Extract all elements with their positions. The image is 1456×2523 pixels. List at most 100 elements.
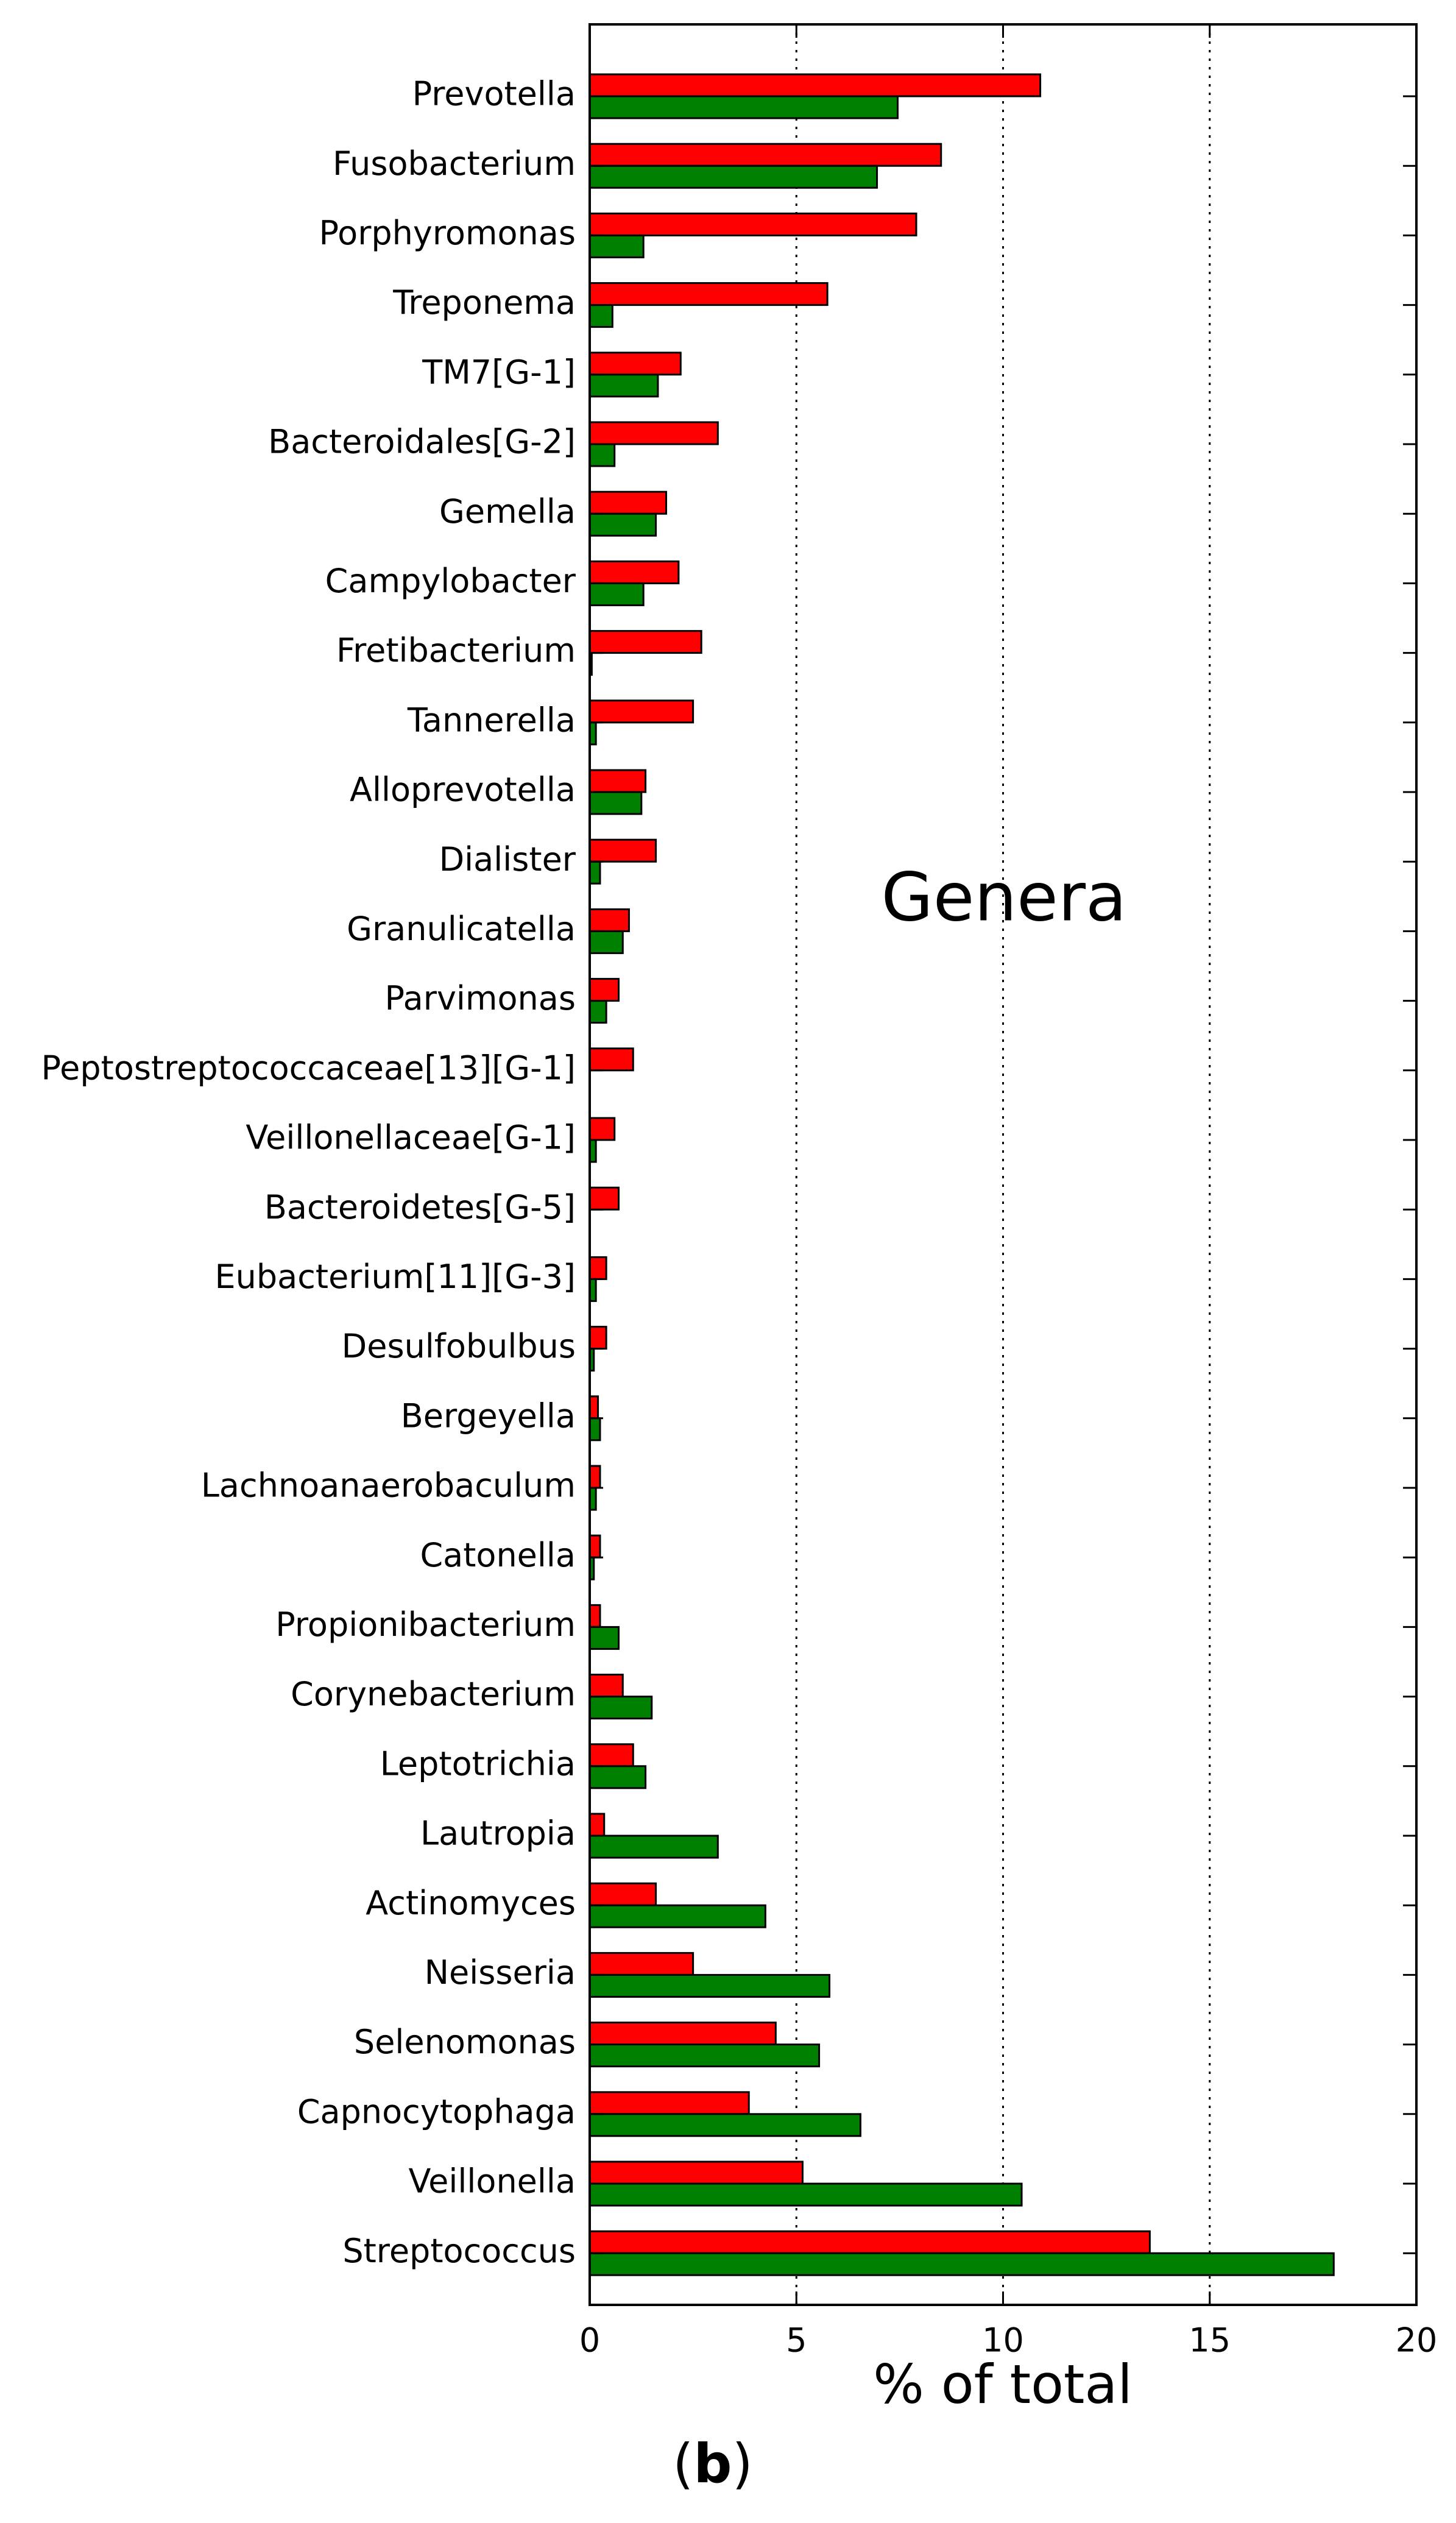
category-label: Tannerella — [407, 701, 576, 739]
bar — [588, 1326, 607, 1350]
bar — [588, 2160, 804, 2185]
category-label: Peptostreptococcaceae[13][G-1] — [41, 1049, 576, 1087]
category-label: Parvimonas — [385, 979, 576, 1017]
x-tick-label: 15 — [1189, 2321, 1231, 2360]
bar — [588, 582, 645, 606]
bar — [588, 1000, 607, 1024]
bar — [588, 282, 829, 306]
bar — [588, 2252, 1335, 2276]
bars — [588, 73, 1335, 2276]
bar — [588, 1835, 719, 1859]
category-label: Fusobacterium — [333, 144, 576, 183]
bar — [588, 1186, 620, 1211]
bar — [588, 791, 643, 815]
category-label: Veillonella — [408, 2162, 576, 2201]
bar — [588, 165, 878, 189]
bar — [588, 2230, 1151, 2254]
bar — [588, 1465, 601, 1489]
category-label: Selenomonas — [354, 2023, 576, 2061]
bar — [588, 699, 694, 724]
category-label: Actinomyces — [366, 1884, 576, 1922]
category-label: Catonella — [420, 1536, 576, 1574]
bar — [588, 978, 620, 1002]
bar — [588, 1417, 601, 1442]
bar — [588, 2182, 1023, 2207]
category-label: Corynebacterium — [291, 1675, 576, 1713]
category-label: Eubacterium[11][G-3] — [215, 1258, 576, 1296]
category-label: Bergeyella — [401, 1396, 576, 1435]
category-label: Fretibacterium — [336, 631, 576, 670]
bar — [588, 1117, 616, 1141]
category-label: Bacteroidales[G-2] — [268, 423, 576, 461]
x-tick-label: 20 — [1396, 2321, 1438, 2360]
bar — [588, 1973, 831, 1998]
bar — [588, 95, 899, 119]
category-label: Veillonellaceae[G-1] — [246, 1119, 576, 1157]
caption-letter: b — [694, 2432, 732, 2495]
bar — [588, 1047, 634, 1072]
x-tick-label: 10 — [982, 2321, 1024, 2360]
bar — [588, 1256, 607, 1280]
bar — [588, 490, 668, 515]
category-label: Porphyromonas — [319, 214, 576, 252]
bar — [588, 1674, 624, 1698]
bar — [588, 1904, 766, 1928]
bar — [588, 1604, 601, 1628]
category-label: Streptococcus — [342, 2232, 576, 2270]
chart-annotation: Genera — [882, 858, 1127, 936]
category-label: Dialister — [439, 840, 576, 879]
category-label: Capnocytophaga — [297, 2092, 576, 2131]
bar — [588, 630, 702, 654]
bar — [588, 512, 657, 537]
bar — [588, 73, 1042, 97]
category-label: Desulfobulbus — [342, 1327, 576, 1365]
axis-ticks — [588, 24, 1418, 2305]
bar — [588, 1696, 653, 1720]
x-tick-labels: 0 5 10 15 20 — [579, 2321, 1438, 2360]
bar — [588, 212, 917, 236]
category-label: TM7[G-1] — [422, 353, 576, 391]
category-label: Alloprevotella — [350, 771, 576, 809]
category-label: Campylobacter — [325, 562, 576, 600]
bar — [588, 352, 682, 376]
bar — [588, 838, 657, 863]
bar — [588, 1395, 599, 1420]
bar — [588, 2091, 750, 2115]
category-label: Lachnoanaerobaculum — [201, 1467, 576, 1505]
bar — [588, 2044, 821, 2068]
bar — [588, 1952, 694, 1976]
category-labels: Prevotella Fusobacterium Porphyromonas Trep… — [41, 75, 576, 2270]
bar — [588, 1743, 634, 1768]
category-label: Gemella — [439, 492, 576, 531]
bar — [588, 1882, 657, 1906]
bar — [588, 930, 624, 954]
x-tick-label: 0 — [579, 2321, 600, 2360]
bar — [588, 443, 616, 467]
bar — [588, 304, 613, 328]
category-label: Granulicatella — [347, 910, 576, 948]
bar — [588, 373, 659, 398]
gridlines — [795, 24, 1211, 2305]
category-label: Treponema — [392, 283, 576, 322]
bar — [588, 860, 601, 885]
bar — [588, 143, 942, 167]
bar — [588, 1765, 647, 1789]
bar — [588, 1534, 601, 1559]
category-label: Neisseria — [425, 1953, 576, 1992]
category-label: Leptotrichia — [380, 1744, 576, 1783]
bar — [588, 560, 680, 584]
bar — [588, 908, 630, 932]
category-label: Prevotella — [412, 75, 576, 113]
bar — [588, 234, 645, 258]
x-axis-label: % of total — [873, 2353, 1133, 2416]
bar — [588, 1813, 606, 1837]
bar — [588, 2022, 777, 2046]
bar — [588, 1626, 620, 1650]
category-label: Propionibacterium — [275, 1605, 576, 1644]
category-label: Bacteroidetes[G-5] — [264, 1188, 576, 1226]
category-label: Lautropia — [420, 1814, 576, 1853]
figure-caption: (b) — [673, 2432, 753, 2495]
x-tick-label: 5 — [786, 2321, 807, 2360]
bar — [588, 2113, 861, 2137]
